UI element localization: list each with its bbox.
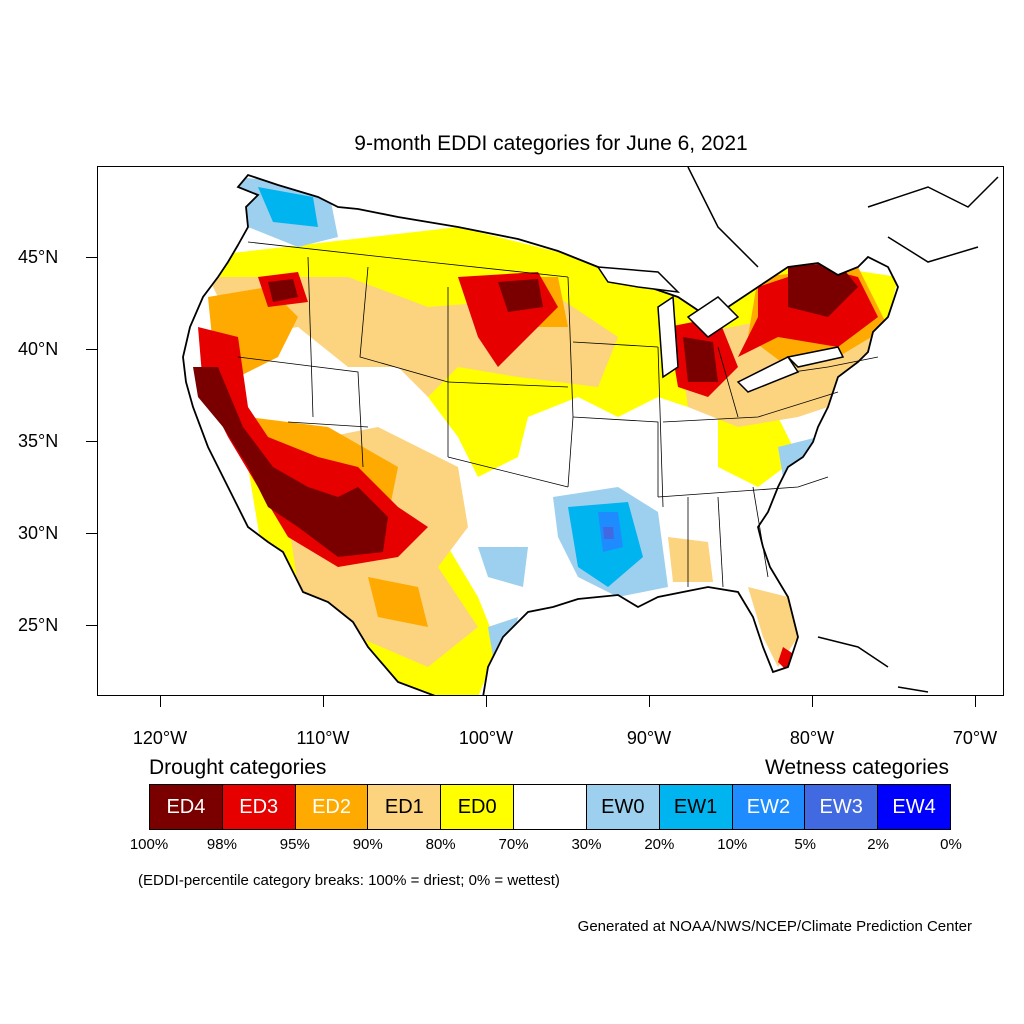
lon-label: 90°W: [626, 728, 672, 748]
legend-colorbar: ED4 ED3 ED2 ED1 ED0 EW0 EW1 EW2 EW3 EW4: [149, 784, 951, 830]
lon-label: 110°W: [296, 728, 350, 748]
lon-label: 100°W: [458, 728, 514, 748]
lon-tick: [649, 696, 650, 707]
category-fill-layer: [183, 175, 898, 695]
legend-swatch: [514, 785, 587, 829]
lat-label: 25°N: [18, 615, 59, 635]
lat-tick: [86, 533, 97, 534]
canada-coastline: [687, 167, 999, 268]
lat-label: 40°N: [18, 339, 59, 359]
lon-tick: [323, 696, 324, 707]
legend-swatch: EW0: [586, 785, 660, 829]
lon-tick: [486, 696, 487, 707]
eddi-map: [97, 166, 1004, 696]
percent-break-label: 0%: [940, 836, 962, 853]
legend-swatch: ED4: [150, 785, 223, 829]
percent-break-label: 80%: [425, 836, 456, 853]
lon-label: 80°W: [789, 728, 835, 748]
legend-swatch: ED2: [295, 785, 369, 829]
drought-categories-heading: Drought categories: [149, 756, 327, 779]
legend-swatch: EW1: [659, 785, 733, 829]
percent-break-label: 100%: [129, 836, 169, 853]
percent-break-label: 5%: [794, 836, 817, 853]
map-title: 9-month EDDI categories for June 6, 2021: [354, 132, 748, 155]
percent-break-label: 10%: [717, 836, 748, 853]
map-canvas: [182, 167, 999, 695]
great-lakes: [596, 266, 845, 393]
percent-break-label: 95%: [279, 836, 310, 853]
percent-break-label: 2%: [867, 836, 889, 853]
legend-swatch: EW4: [878, 785, 950, 829]
lat-label: 30°N: [18, 523, 59, 543]
percent-break-label: 98%: [206, 836, 237, 853]
percent-break-label: 30%: [571, 836, 602, 853]
lat-tick: [86, 257, 97, 258]
lat-tick: [86, 625, 97, 626]
wetness-categories-heading: Wetness categories: [764, 756, 949, 779]
lon-tick: [812, 696, 813, 707]
legend-swatch: ED1: [368, 785, 442, 829]
lat-label: 35°N: [18, 431, 59, 451]
percent-break-label: 90%: [352, 836, 383, 853]
lat-tick: [86, 441, 97, 442]
legend-swatch: ED3: [222, 785, 296, 829]
lon-tick: [160, 696, 161, 707]
lat-label: 45°N: [18, 247, 59, 267]
legend-swatch: EW3: [805, 785, 879, 829]
category-note: (EDDI-percentile category breaks: 100% =…: [138, 872, 560, 889]
percent-break-label: 20%: [644, 836, 675, 853]
percent-break-label: 70%: [498, 836, 529, 853]
lon-label: 120°W: [132, 728, 188, 748]
state-boundaries: [237, 241, 879, 588]
lon-label: 70°W: [952, 728, 998, 748]
lon-tick: [975, 696, 976, 707]
legend-swatch: EW2: [732, 785, 806, 829]
legend-swatch: ED0: [441, 785, 515, 829]
lat-tick: [86, 349, 97, 350]
credit-line: Generated at NOAA/NWS/NCEP/Climate Predi…: [577, 918, 972, 935]
caribbean-islands: [817, 636, 929, 693]
